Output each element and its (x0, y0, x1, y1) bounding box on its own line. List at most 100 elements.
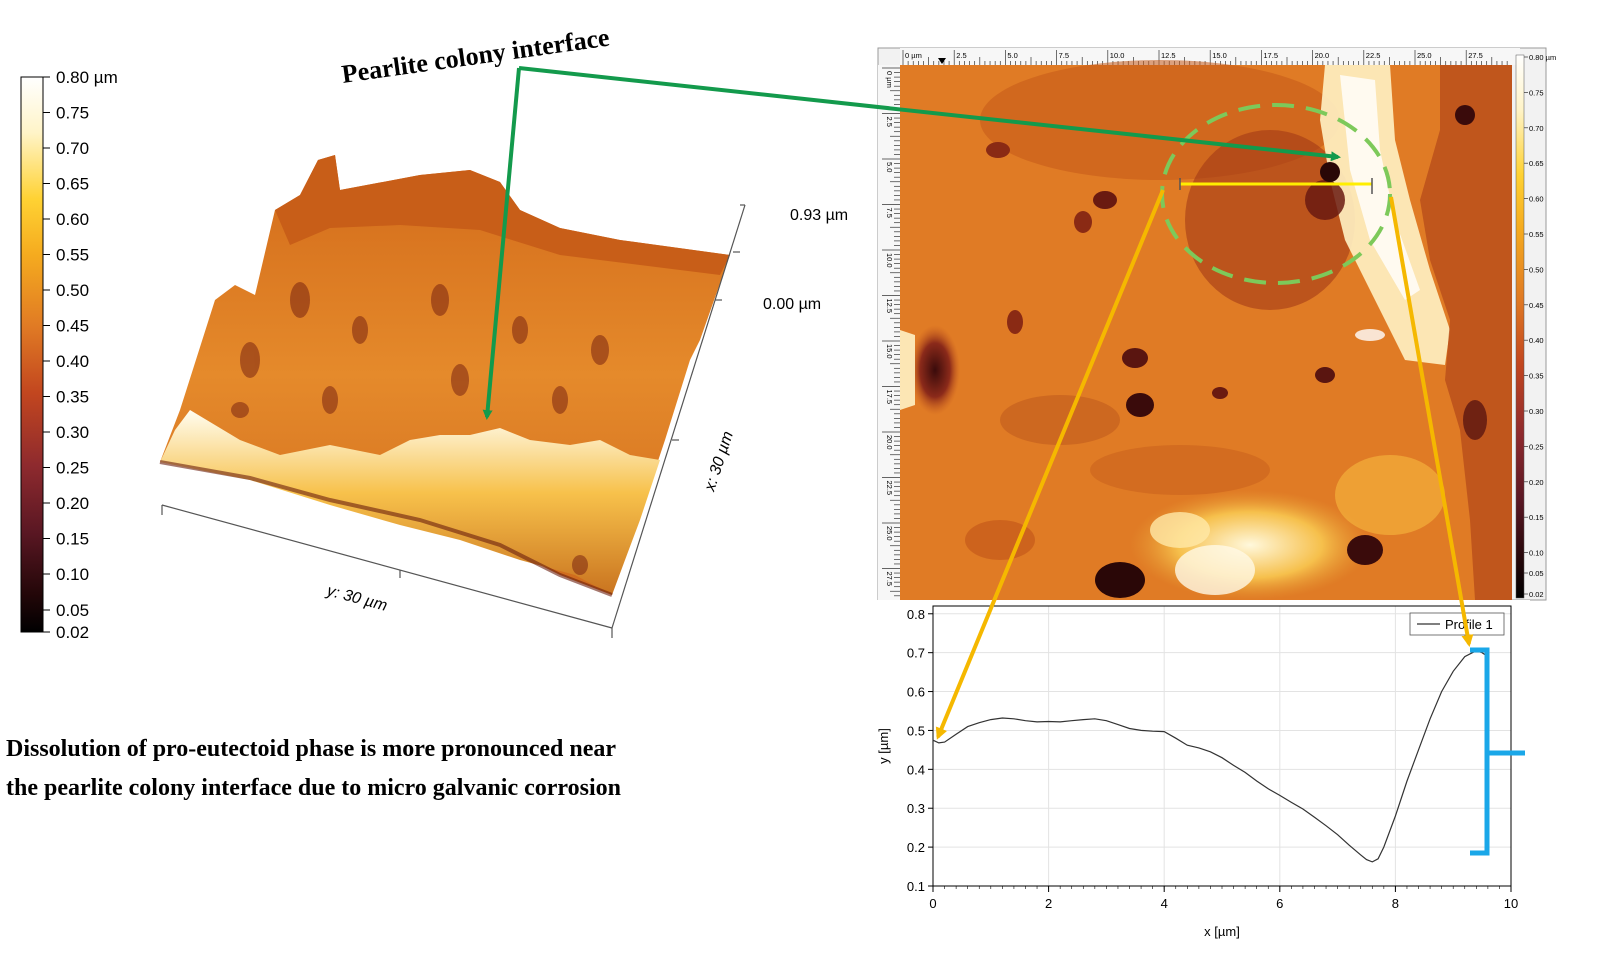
surface-3d-bright-ridge (160, 410, 660, 595)
profile-y-tick-label: 0.1 (907, 879, 925, 894)
profile-chart: 0 2 4 6 8 10 0.1 0.2 0.3 0.4 0.5 0.6 0.7 0.8 Profile … (870, 600, 1530, 940)
afm-colorbar-label: 0.30 (1529, 407, 1544, 416)
left-colorbar: 0.80 µm 0.75 0.70 0.65 0.60 0.55 0.50 0.45 0.40 0… (20, 68, 118, 642)
surface-3d-z-min-label: 0.00 µm (763, 296, 821, 313)
left-colorbar-tick-label: 0.05 (56, 601, 89, 620)
afm-map-y-ruler-ticks: 0 µm 2.5 5.0 7.5 10.0 12.5 15.0 17.5 20.0 22.5 25.… (882, 67, 900, 597)
annotation-arrows (482, 66, 1474, 740)
afm-y-ruler-label: 17.5 (885, 390, 894, 405)
profile-y-tick-label: 0.7 (907, 646, 925, 661)
left-colorbar-tick-label: 0.02 (56, 623, 89, 642)
profile-x-tick-label: 2 (1045, 896, 1052, 911)
afm-colorbar-label: 0.55 (1529, 230, 1544, 239)
left-colorbar-tick-label: 0.45 (56, 317, 89, 336)
left-colorbar-tick-label: 0.75 (56, 104, 89, 123)
left-colorbar-tick-label: 0.50 (56, 281, 89, 300)
left-colorbar-tick-label: 0.20 (56, 494, 89, 513)
height-difference-bracket (1470, 647, 1525, 856)
profile-chart-xlabel: x [µm] (1204, 924, 1240, 939)
left-colorbar-tick-label: 0.30 (56, 423, 89, 442)
left-colorbar-tick-label: 0.80 µm (56, 68, 118, 87)
afm-x-ruler-label: 7.5 (1059, 51, 1069, 60)
afm-colorbar-label: 0.10 (1529, 549, 1544, 558)
caption-line-2: the pearlite colony interface due to mic… (6, 775, 621, 801)
afm-colorbar-label: 0.65 (1529, 159, 1544, 168)
afm-colorbar-label: 0.20 (1529, 478, 1544, 487)
left-colorbar-tick-label: 0.35 (56, 388, 89, 407)
surface-3d-plot: 0.93 µm 0.00 µm x: 30 µm y: 30 µm (159, 155, 848, 638)
profile-chart-ylabel: y [µm] (876, 728, 891, 764)
afm-y-ruler-label: 15.0 (885, 344, 894, 359)
afm-x-ruler-label: 12.5 (1161, 51, 1176, 60)
afm-map-image (900, 60, 1512, 600)
afm-colorbar-label: 0.40 (1529, 336, 1544, 345)
afm-y-ruler-label: 0 µm (885, 71, 894, 88)
surface-3d-z-max-label: 0.93 µm (790, 207, 848, 224)
left-colorbar-tick-label: 0.55 (56, 246, 89, 265)
green-arrow-to-3d-surface (482, 67, 521, 420)
green-arrow-to-afm-map (518, 66, 1341, 162)
afm-colorbar-label: 0.02 (1529, 590, 1544, 599)
profile-y-tick-label: 0.4 (907, 762, 925, 777)
profile-x-tick-label: 6 (1276, 896, 1283, 911)
afm-y-ruler-label: 5.0 (885, 162, 894, 172)
left-colorbar-tick-label: 0.70 (56, 139, 89, 158)
afm-colorbar-label: 0.70 (1529, 124, 1544, 133)
afm-map-colorbar-ticks: 0.80 µm 0.75 0.70 0.65 0.60 0.55 0.50 0.45 0.40 0… (1524, 53, 1556, 599)
left-colorbar-tick-label: 0.25 (56, 459, 89, 478)
afm-ruler-pointer-icon (938, 58, 946, 64)
profile-chart-legend-box (1409, 612, 1505, 636)
afm-x-ruler-label: 5.0 (1007, 51, 1017, 60)
yellow-arrow-to-profile-start (935, 189, 1165, 740)
left-colorbar-ticks: 0.80 µm 0.75 0.70 0.65 0.60 0.55 0.50 0.45 0.40 0… (43, 68, 118, 642)
afm-colorbar-label: 0.80 µm (1529, 53, 1556, 62)
afm-x-ruler-label: 27.5 (1468, 51, 1483, 60)
pearlite-colony-interface-label: Pearlite colony interface (340, 23, 611, 89)
left-colorbar-tick-label: 0.60 (56, 210, 89, 229)
yellow-arrow-to-profile-peak (1389, 196, 1474, 647)
left-colorbar-tick-label: 0.15 (56, 530, 89, 549)
surface-3d-back-ridge (275, 155, 730, 275)
afm-x-ruler-label: 0 µm (905, 51, 922, 60)
afm-map-left-ruler (878, 65, 900, 600)
afm-colorbar-label: 0.25 (1529, 442, 1544, 451)
afm-x-ruler-label: 25.0 (1417, 51, 1432, 60)
afm-colorbar-label: 0.60 (1529, 195, 1544, 204)
surface-3d-axes (161, 204, 746, 638)
afm-x-ruler-label: 17.5 (1263, 51, 1278, 60)
caption-line-1: Dissolution of pro-eutectoid phase is mo… (6, 736, 617, 762)
afm-y-ruler-label: 20.0 (885, 435, 894, 450)
surface-3d-pits (231, 282, 609, 575)
afm-y-ruler-label: 2.5 (885, 117, 894, 127)
profile-y-tick-label: 0.5 (907, 723, 925, 738)
afm-x-ruler-label: 22.5 (1366, 51, 1381, 60)
left-colorbar-tick-label: 0.65 (56, 175, 89, 194)
afm-x-ruler-label: 10.0 (1110, 51, 1125, 60)
afm-y-ruler-label: 10.0 (885, 253, 894, 268)
profile-x-tick-label: 0 (929, 896, 936, 911)
left-colorbar-tick-label: 0.40 (56, 352, 89, 371)
afm-y-ruler-label: 22.5 (885, 481, 894, 496)
profile-y-tick-label: 0.6 (907, 685, 925, 700)
afm-x-ruler-label: 2.5 (956, 51, 966, 60)
afm-colorbar-label: 0.35 (1529, 372, 1544, 381)
afm-colorbar-label: 0.45 (1529, 301, 1544, 310)
profile-chart-background (870, 600, 1530, 940)
afm-x-ruler-label: 20.0 (1315, 51, 1330, 60)
afm-y-ruler-label: 12.5 (885, 299, 894, 314)
profile-y-tick-label: 0.8 (907, 607, 925, 622)
afm-colorbar-label: 0.15 (1529, 513, 1544, 522)
surface-3d-y-axis-line (161, 504, 613, 629)
profile-x-tick-label: 10 (1504, 896, 1518, 911)
afm-colorbar-label: 0.05 (1529, 569, 1544, 578)
profile-chart-axes: 0 2 4 6 8 10 0.1 0.2 0.3 0.4 0.5 0.6 0.7 0.8 (907, 607, 1518, 911)
profile-chart-legend-label: Profile 1 (1445, 617, 1493, 632)
afm-map-colorbar (1515, 54, 1525, 599)
surface-3d-y-axis-label: y: 30 µm (324, 582, 389, 615)
profile-1-line (932, 650, 1489, 863)
profile-y-tick-label: 0.2 (907, 840, 925, 855)
afm-x-ruler-label: 15.0 (1212, 51, 1227, 60)
left-colorbar-tick-label: 0.10 (56, 565, 89, 584)
afm-colorbar-label: 0.50 (1529, 265, 1544, 274)
afm-map-panel: 0 µm 2.5 5.0 7.5 10.0 12.5 15.0 17.5 20.0 22.5 25.… (877, 47, 1556, 601)
